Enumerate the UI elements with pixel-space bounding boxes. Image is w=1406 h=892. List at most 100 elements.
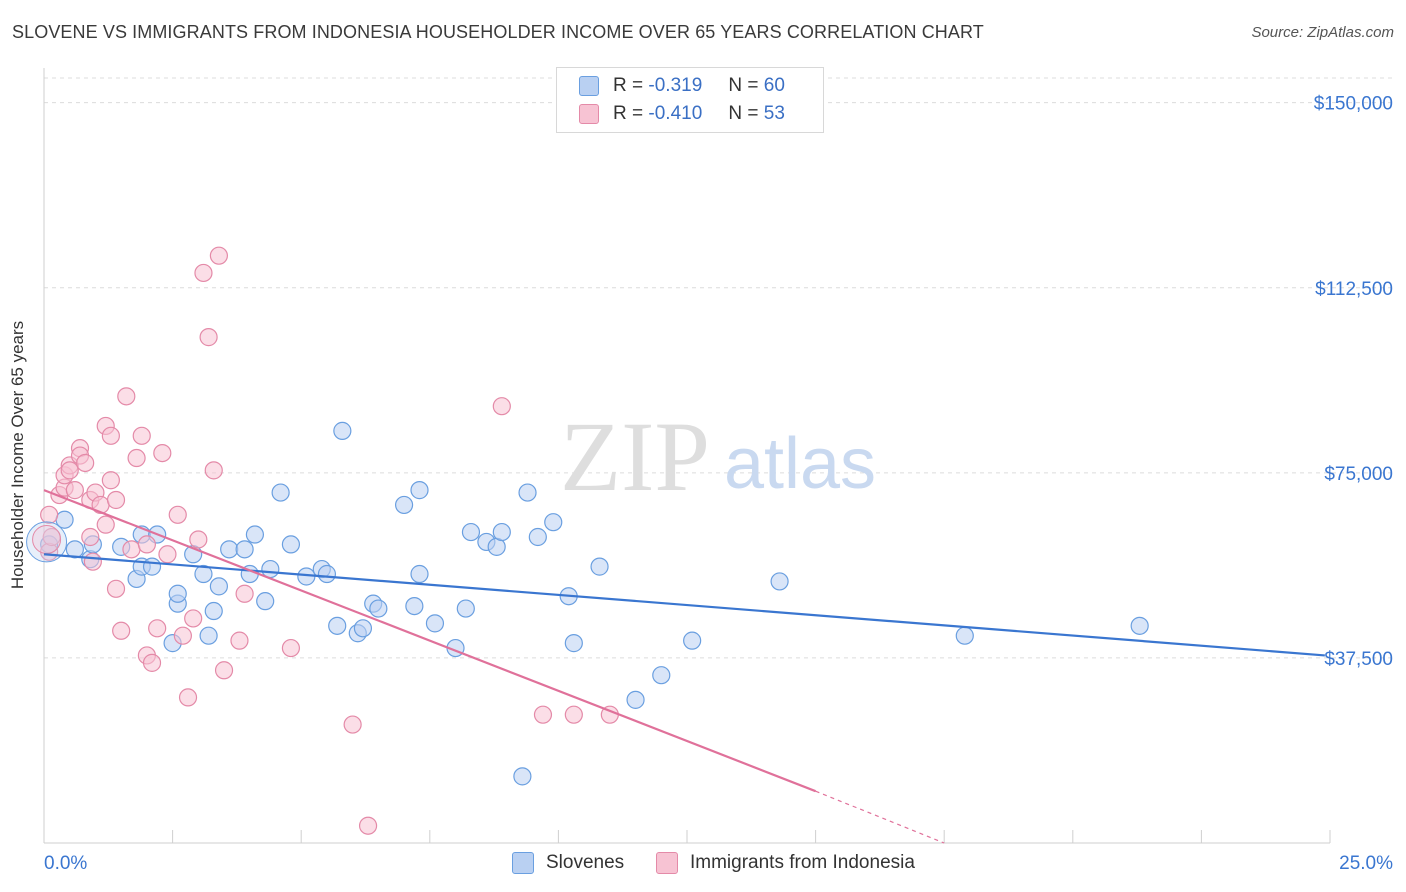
point-slovenes	[770, 572, 789, 591]
y-tick-label: $37,500	[1324, 649, 1393, 670]
point-slovenes	[353, 619, 373, 638]
legend-swatch-slovenes	[579, 76, 599, 96]
point-slovenes	[204, 601, 223, 621]
point-slovenes	[590, 557, 609, 576]
point-indonesia	[281, 638, 301, 658]
point-slovenes	[194, 564, 213, 584]
point-indonesia-cluster	[32, 524, 62, 554]
point-indonesia	[564, 705, 583, 724]
point-slovenes	[235, 540, 254, 559]
point-indonesia	[343, 715, 362, 734]
trend-extension-indonesia	[815, 790, 945, 844]
point-slovenes	[369, 599, 388, 618]
x-tick-label: 0.0%	[44, 853, 87, 874]
point-slovenes	[528, 527, 547, 547]
point-slovenes	[410, 481, 429, 500]
point-indonesia	[76, 453, 95, 473]
point-slovenes	[65, 540, 84, 559]
data-points	[26, 246, 1149, 835]
y-tick-label: $112,500	[1315, 279, 1393, 300]
legend-label-indonesia: Immigrants from Indonesia	[690, 852, 915, 873]
point-indonesia	[533, 705, 553, 724]
point-slovenes	[626, 690, 645, 709]
legend-swatch-indonesia	[656, 852, 678, 874]
point-indonesia	[83, 552, 102, 571]
r-label: R =	[613, 103, 644, 124]
point-indonesia	[112, 621, 131, 640]
watermark: ZIP atlas	[560, 401, 876, 512]
point-slovenes	[652, 666, 671, 685]
point-indonesia	[142, 653, 162, 672]
point-indonesia	[189, 530, 208, 549]
r-value: -0.319	[648, 75, 703, 96]
point-slovenes	[544, 513, 563, 532]
point-slovenes	[461, 522, 481, 542]
point-slovenes	[410, 564, 429, 584]
point-indonesia	[194, 263, 213, 283]
point-slovenes	[256, 592, 275, 611]
point-indonesia	[65, 481, 84, 500]
point-slovenes	[199, 626, 218, 645]
point-indonesia	[40, 505, 59, 524]
point-indonesia	[153, 443, 172, 463]
point-slovenes	[683, 631, 702, 650]
point-indonesia	[358, 816, 378, 835]
legend-item-indonesia[interactable]: Immigrants from Indonesia	[656, 852, 915, 874]
point-indonesia	[204, 461, 223, 480]
point-slovenes	[513, 767, 532, 786]
point-slovenes	[456, 599, 475, 618]
n-label: N =	[728, 103, 759, 124]
point-slovenes	[281, 535, 301, 554]
point-slovenes	[317, 564, 337, 584]
legend-swatch-slovenes	[512, 852, 534, 874]
point-slovenes	[492, 522, 511, 542]
point-indonesia	[60, 461, 79, 480]
legend-row-slovenes: R = -0.319 N = 60	[579, 72, 785, 100]
point-slovenes	[209, 577, 228, 596]
point-slovenes	[168, 584, 187, 603]
point-indonesia	[148, 619, 167, 638]
point-indonesia	[96, 515, 115, 534]
point-slovenes	[328, 616, 347, 635]
point-slovenes	[405, 596, 424, 616]
point-indonesia	[209, 246, 228, 265]
point-indonesia	[214, 661, 234, 680]
point-indonesia	[158, 545, 177, 564]
point-indonesia	[199, 328, 218, 347]
point-indonesia	[173, 626, 192, 645]
point-slovenes-cluster	[26, 521, 68, 563]
watermark-atlas: atlas	[724, 424, 876, 504]
axes	[43, 68, 1331, 844]
tick-labels: $37,500 $75,000 $112,500 $150,000 0.0% 25.0%	[44, 94, 1393, 874]
point-indonesia	[184, 609, 203, 628]
point-slovenes	[142, 557, 162, 576]
point-slovenes	[333, 421, 352, 440]
point-indonesia	[137, 535, 156, 554]
trend-line-indonesia	[43, 489, 816, 793]
point-slovenes	[518, 483, 537, 502]
point-indonesia	[132, 426, 151, 445]
x-tick-label: 25.0%	[1339, 853, 1393, 874]
r-label: R =	[613, 75, 644, 96]
point-indonesia	[168, 505, 187, 524]
point-indonesia	[106, 490, 126, 510]
point-slovenes	[245, 525, 265, 544]
legend-row-indonesia: R = -0.410 N = 53	[579, 100, 785, 128]
point-indonesia	[101, 426, 120, 445]
watermark-zip: ZIP	[560, 401, 710, 512]
legend-swatch-indonesia	[579, 104, 599, 124]
point-indonesia	[106, 579, 126, 598]
n-value: 60	[763, 75, 785, 96]
chart-title: SLOVENE VS IMMIGRANTS FROM INDONESIA HOU…	[12, 22, 984, 42]
n-value: 53	[763, 103, 785, 124]
point-indonesia	[122, 540, 141, 559]
point-slovenes	[394, 495, 414, 515]
legend-item-slovenes[interactable]: Slovenes	[512, 852, 624, 874]
source-label: Source: ZipAtlas.com	[1251, 24, 1394, 41]
r-value: -0.410	[648, 103, 703, 124]
point-slovenes	[271, 483, 290, 502]
point-slovenes	[220, 540, 239, 559]
point-indonesia	[117, 387, 136, 406]
series-legend: Slovenes Immigrants from Indonesia	[0, 852, 1406, 878]
